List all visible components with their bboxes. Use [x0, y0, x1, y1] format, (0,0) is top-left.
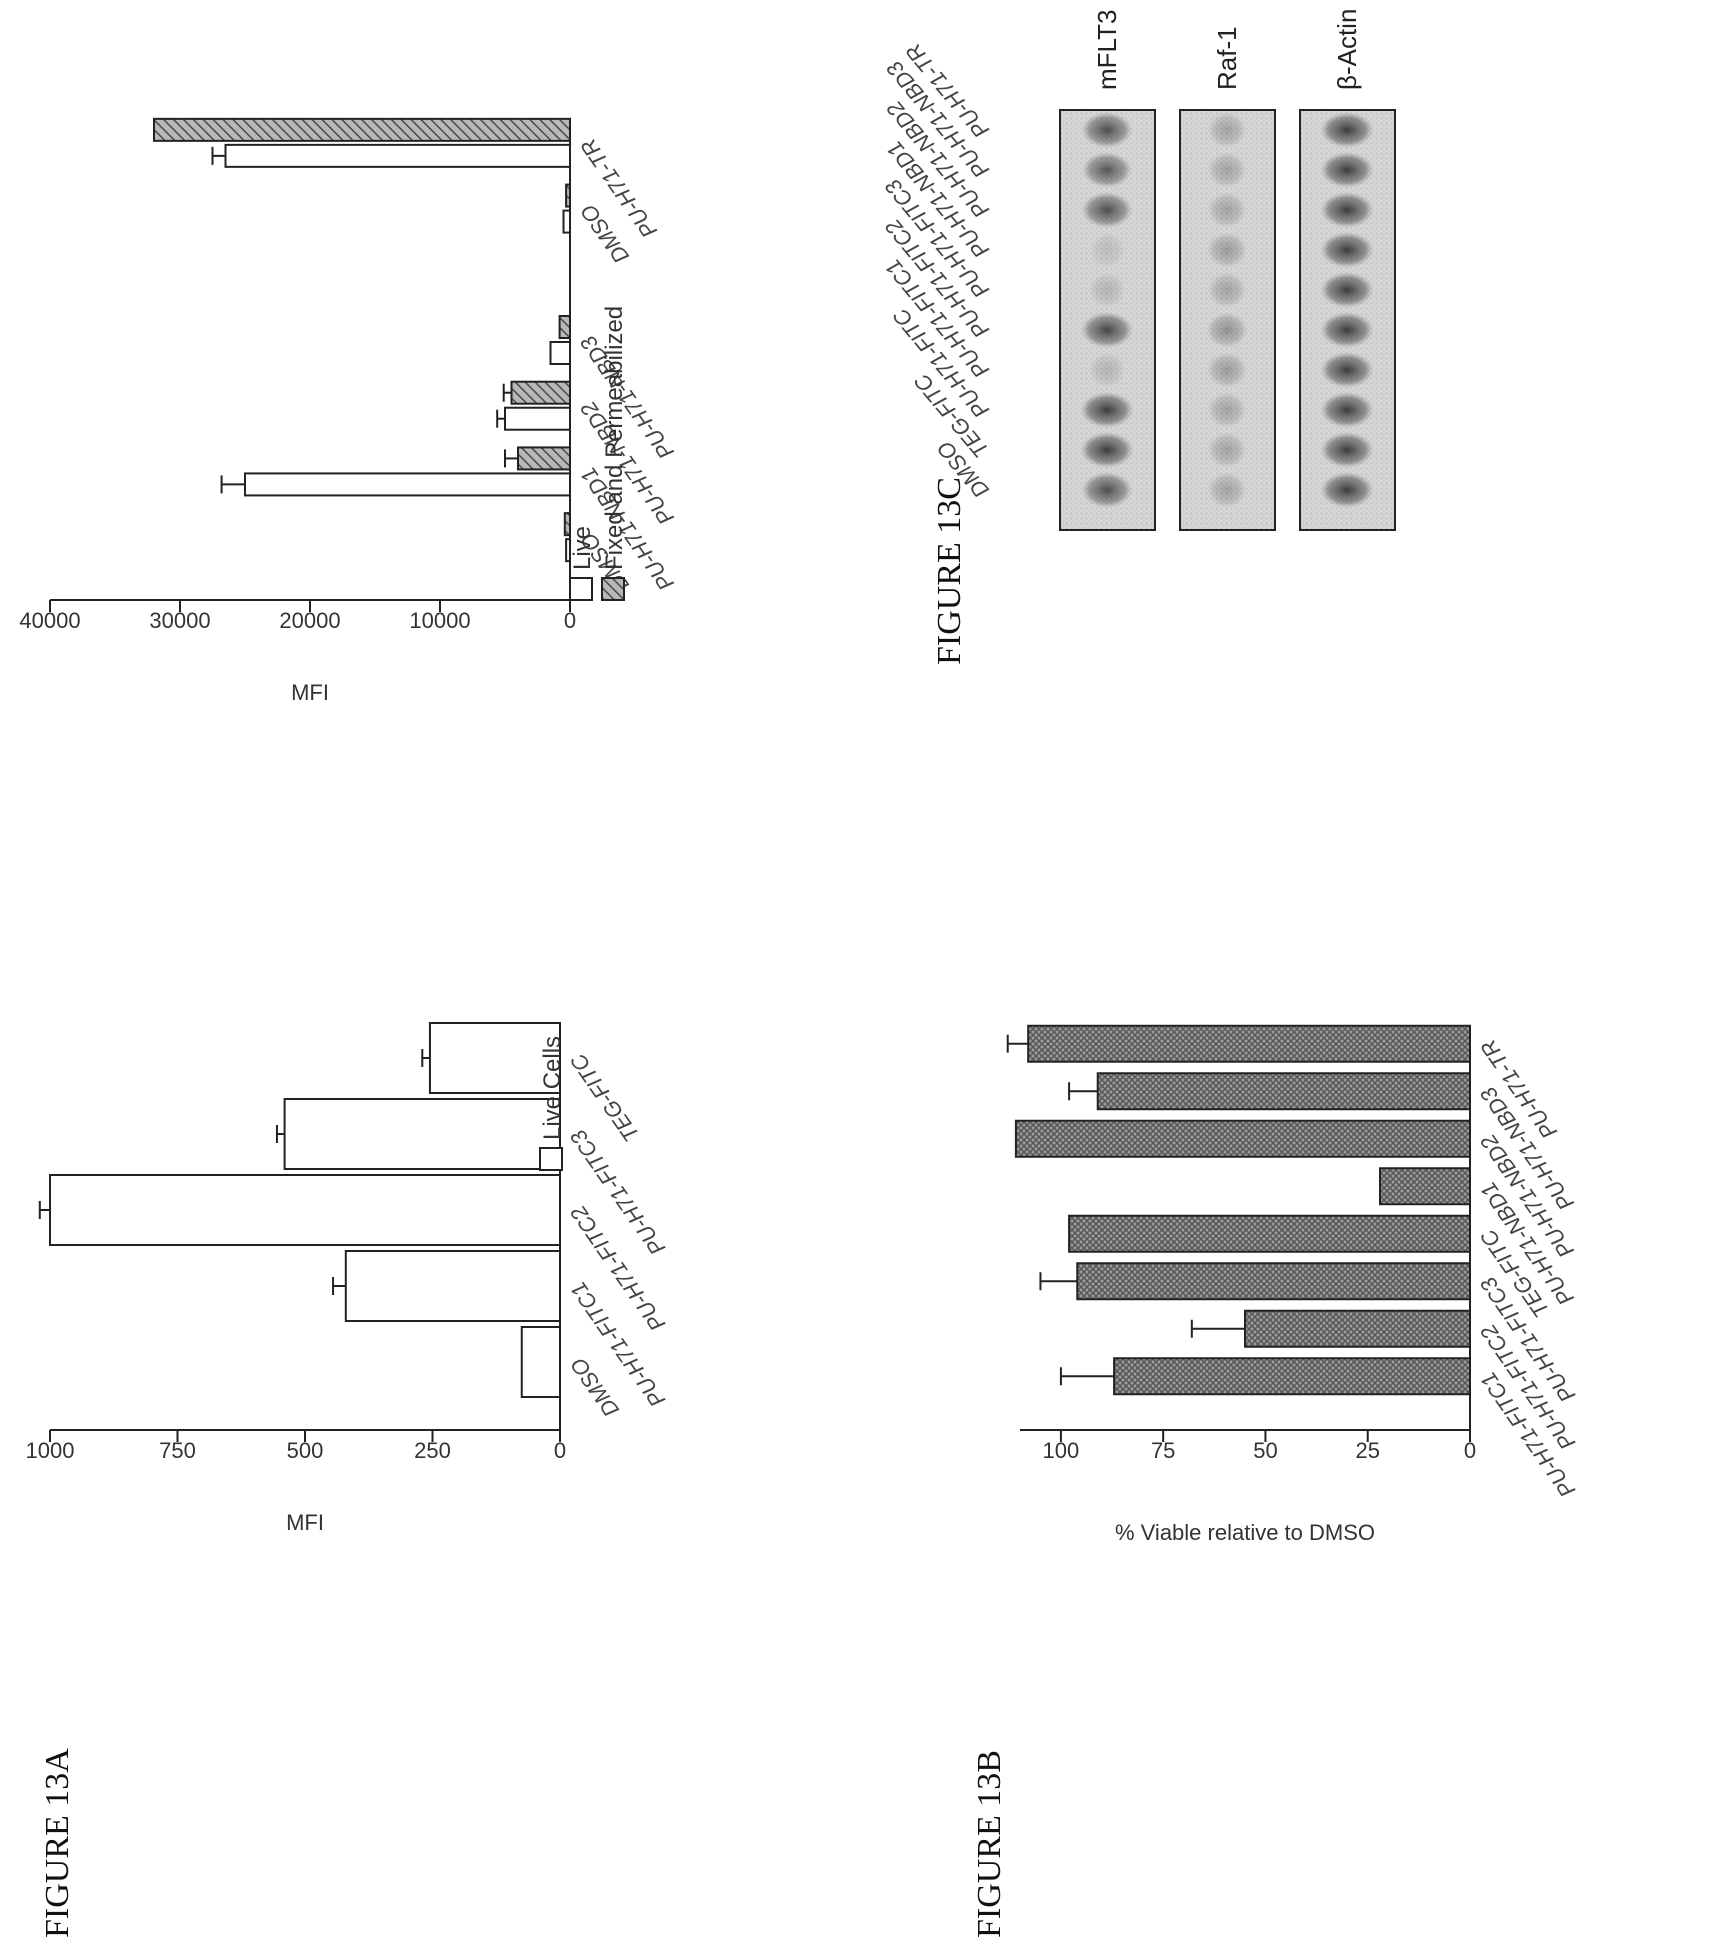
- bar: [1379, 1167, 1471, 1206]
- blot-band: [1320, 352, 1374, 388]
- bar: [224, 143, 571, 168]
- blot-band: [1081, 472, 1133, 508]
- y-tick-label: 75: [1151, 1438, 1175, 1463]
- chart-13a-live-vs-fixed: 010000200003000040000MFIDMSOPU-H71-NBD1P…: [19, 117, 679, 705]
- blot-band: [1088, 352, 1126, 388]
- legend-label: Live: [569, 526, 596, 570]
- bar: [510, 380, 571, 405]
- blot-band: [1089, 232, 1125, 268]
- blot-band: [1207, 112, 1247, 148]
- blot-band: [1082, 152, 1132, 188]
- blot-band: [1320, 152, 1374, 188]
- y-tick-label: 50: [1253, 1438, 1277, 1463]
- figure-13c-label: FIGURE 13C: [931, 477, 968, 665]
- y-tick-label: 30000: [149, 608, 210, 633]
- blot-band: [1320, 192, 1374, 228]
- blot-panel: DMSOTEG-FITCPU-H71-FITCPU-H71-FITC1PU-H7…: [880, 9, 1396, 531]
- chart-13a-live-cells: 02505007501000MFIDMSOPU-H71-FITC1PU-H71-…: [26, 1022, 670, 1535]
- bar: [563, 512, 571, 537]
- blot-band: [1320, 312, 1374, 348]
- blot-band: [1206, 352, 1248, 388]
- y-tick-label: 1000: [26, 1438, 75, 1463]
- bar: [1068, 1214, 1471, 1253]
- blot-band: [1207, 152, 1247, 188]
- bar: [1096, 1072, 1472, 1111]
- blot-band: [1320, 232, 1374, 268]
- y-tick-label: 0: [1464, 1438, 1476, 1463]
- y-tick-label: 750: [159, 1438, 196, 1463]
- bar: [1027, 1024, 1471, 1063]
- blot-band: [1207, 192, 1247, 228]
- blot-band: [1320, 392, 1374, 428]
- blot-band: [1081, 192, 1133, 228]
- blot-band: [1080, 312, 1134, 348]
- y-tick-label: 25: [1355, 1438, 1379, 1463]
- y-tick-label: 500: [287, 1438, 324, 1463]
- y-tick-label: 100: [1043, 1438, 1080, 1463]
- legend-swatch: [569, 577, 593, 601]
- figure-13a-label: FIGURE 13A: [39, 1748, 76, 1938]
- legend-label: Fixed and Permeabilized: [601, 306, 628, 570]
- bar: [1076, 1262, 1471, 1301]
- bar: [49, 1174, 561, 1246]
- y-tick-label: 20000: [279, 608, 340, 633]
- blot-band: [1080, 392, 1134, 428]
- bar: [565, 183, 571, 208]
- chart-13a-mfi-plot: 010000200003000040000MFIDMSOPU-H71-NBD1P…: [19, 117, 679, 705]
- blot-band: [1206, 312, 1248, 348]
- bar: [1113, 1357, 1471, 1396]
- y-tick-label: 0: [564, 608, 576, 633]
- y-axis-label: % Viable relative to DMSO: [1115, 1520, 1375, 1545]
- bar: [520, 1326, 561, 1398]
- bar: [549, 341, 571, 365]
- blot-band: [1320, 272, 1374, 308]
- bar: [558, 315, 571, 339]
- y-tick-label: 40000: [19, 608, 80, 633]
- bar: [283, 1098, 561, 1170]
- blot-band: [1081, 112, 1133, 148]
- blot-band: [1320, 432, 1374, 468]
- y-tick-label: 250: [414, 1438, 451, 1463]
- bar: [565, 538, 571, 563]
- blot-band: [1207, 272, 1247, 308]
- blot-band: [1206, 232, 1248, 268]
- bar: [344, 1250, 561, 1322]
- category-label: PU-H71-FITC3: [565, 1125, 670, 1260]
- legend-swatch: [539, 1147, 563, 1171]
- blot-band: [1207, 432, 1247, 468]
- chart-13a-live-cells-plot: 02505007501000MFIDMSOPU-H71-FITC1PU-H71-…: [26, 1022, 670, 1535]
- bar: [244, 472, 571, 497]
- bar: [1244, 1309, 1471, 1348]
- bar: [562, 209, 571, 234]
- blot-row-label: mFLT3: [1092, 10, 1122, 90]
- y-axis-label: MFI: [286, 1510, 324, 1535]
- blot-band: [1320, 472, 1374, 508]
- blot-band: [1320, 112, 1374, 148]
- bar: [517, 446, 571, 471]
- bar: [1014, 1119, 1472, 1158]
- blot-row-label: Raf-1: [1212, 26, 1242, 90]
- y-tick-label: 10000: [409, 608, 470, 633]
- y-axis-label: MFI: [291, 680, 329, 705]
- blot-band: [1207, 392, 1247, 428]
- y-tick-label: 0: [554, 1438, 566, 1463]
- figure-13b-label: FIGURE 13B: [971, 1750, 1008, 1938]
- blot-band: [1207, 472, 1247, 508]
- legend-label: Live Cells: [539, 1036, 566, 1140]
- bar: [504, 406, 571, 431]
- blot-row-label: β-Actin: [1332, 9, 1362, 90]
- blot-band: [1080, 432, 1134, 468]
- bar: [153, 117, 571, 142]
- western-blot-13c: DMSOTEG-FITCPU-H71-FITCPU-H71-FITC1PU-H7…: [880, 9, 1396, 531]
- legend-swatch: [601, 577, 625, 601]
- blot-band: [1088, 272, 1126, 308]
